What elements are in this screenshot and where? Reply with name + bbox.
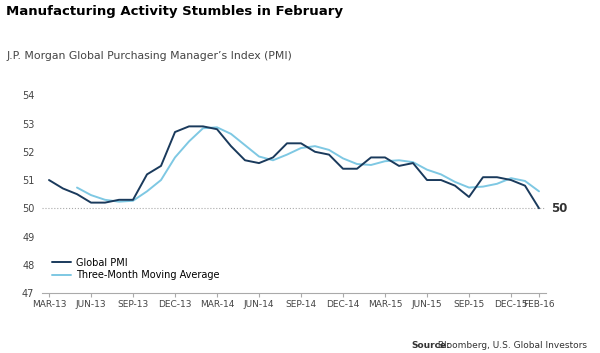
Three-Month Moving Average [367, 163, 374, 167]
Text: J.P. Morgan Global Purchasing Manager’s Index (PMI): J.P. Morgan Global Purchasing Manager’s … [6, 51, 292, 61]
Global PMI [269, 155, 277, 160]
Global PMI [59, 186, 67, 191]
Three-Month Moving Average [395, 158, 403, 162]
Global PMI [172, 130, 179, 134]
Global PMI [88, 201, 95, 205]
Global PMI [437, 178, 445, 182]
Three-Month Moving Average [157, 178, 164, 182]
Three-Month Moving Average [535, 189, 542, 193]
Global PMI [73, 192, 80, 196]
Three-Month Moving Average [340, 156, 347, 161]
Global PMI [185, 124, 193, 128]
Three-Month Moving Average [143, 189, 151, 193]
Three-Month Moving Average [466, 185, 473, 190]
Three-Month Moving Average [437, 172, 445, 176]
Text: Source:: Source: [411, 341, 450, 350]
Global PMI [227, 144, 235, 148]
Three-Month Moving Average [241, 143, 248, 147]
Global PMI [130, 198, 137, 202]
Global PMI [283, 141, 290, 145]
Three-Month Moving Average [298, 146, 305, 150]
Global PMI [256, 161, 263, 165]
Three-Month Moving Average [73, 185, 80, 190]
Three-Month Moving Average [214, 125, 221, 130]
Three-Month Moving Average [115, 199, 122, 204]
Three-Month Moving Average [185, 139, 193, 144]
Global PMI [508, 178, 515, 182]
Global PMI [101, 201, 109, 205]
Global PMI [157, 164, 164, 168]
Global PMI [340, 167, 347, 171]
Three-Month Moving Average [256, 154, 263, 158]
Three-Month Moving Average [172, 155, 179, 160]
Global PMI [479, 175, 487, 179]
Global PMI [46, 178, 53, 182]
Line: Three-Month Moving Average: Three-Month Moving Average [77, 127, 539, 202]
Three-Month Moving Average [424, 168, 431, 172]
Three-Month Moving Average [88, 193, 95, 197]
Text: Manufacturing Activity Stumbles in February: Manufacturing Activity Stumbles in Febru… [6, 5, 343, 18]
Global PMI [115, 198, 122, 202]
Global PMI [353, 167, 361, 171]
Global PMI [199, 124, 206, 128]
Global PMI [535, 206, 542, 210]
Three-Month Moving Average [353, 162, 361, 166]
Text: Bloomberg, U.S. Global Investors: Bloomberg, U.S. Global Investors [435, 341, 587, 350]
Global PMI [367, 155, 374, 160]
Global PMI [325, 152, 332, 157]
Three-Month Moving Average [199, 126, 206, 130]
Global PMI [311, 150, 319, 154]
Three-Month Moving Average [451, 180, 458, 184]
Global PMI [409, 161, 416, 165]
Global PMI [451, 184, 458, 188]
Legend: Global PMI, Three-Month Moving Average: Global PMI, Three-Month Moving Average [52, 258, 220, 280]
Three-Month Moving Average [130, 199, 137, 203]
Three-Month Moving Average [325, 148, 332, 152]
Global PMI [521, 184, 529, 188]
Global PMI [424, 178, 431, 182]
Three-Month Moving Average [311, 144, 319, 148]
Global PMI [214, 127, 221, 131]
Three-Month Moving Average [269, 158, 277, 162]
Three-Month Moving Average [227, 132, 235, 136]
Three-Month Moving Average [479, 185, 487, 189]
Three-Month Moving Average [101, 198, 109, 202]
Three-Month Moving Average [283, 152, 290, 157]
Global PMI [493, 175, 500, 179]
Three-Month Moving Average [508, 176, 515, 180]
Global PMI [466, 195, 473, 199]
Three-Month Moving Average [409, 160, 416, 164]
Three-Month Moving Average [493, 182, 500, 186]
Text: 50: 50 [551, 202, 568, 215]
Three-Month Moving Average [382, 159, 389, 163]
Global PMI [143, 172, 151, 176]
Line: Global PMI: Global PMI [49, 126, 539, 208]
Global PMI [395, 164, 403, 168]
Three-Month Moving Average [521, 179, 529, 183]
Global PMI [241, 158, 248, 162]
Global PMI [298, 141, 305, 145]
Global PMI [382, 155, 389, 160]
